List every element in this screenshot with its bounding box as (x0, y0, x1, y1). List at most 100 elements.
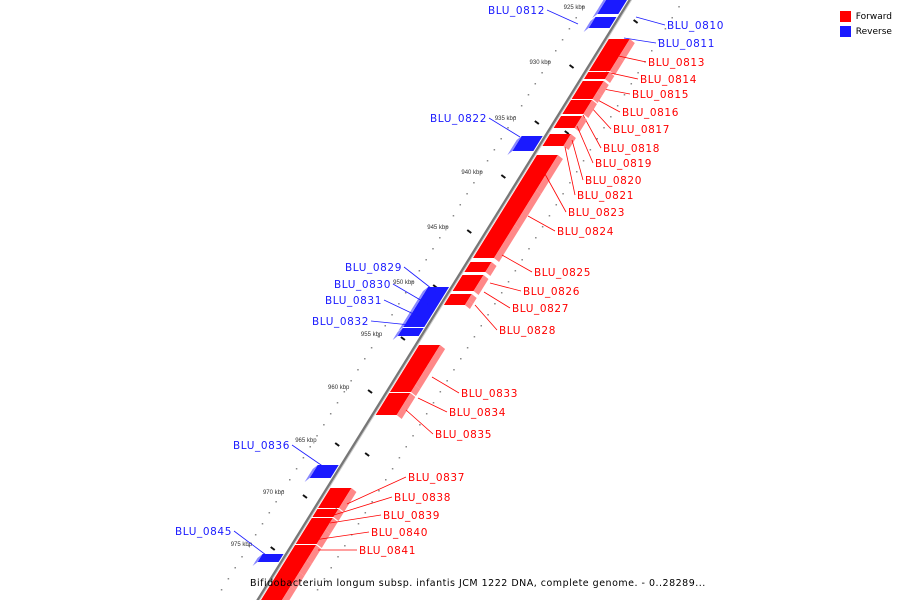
ruler-tick (564, 130, 570, 135)
gene-label: BLU_0823 (568, 207, 625, 219)
BLU_0811-gene (592, 6, 624, 18)
ruler-dot (268, 512, 271, 514)
ruler-dot (527, 94, 530, 96)
ruler-tick (534, 120, 540, 125)
BLU_0832-gene (392, 328, 424, 340)
gene-label: BLU_0812 (488, 5, 545, 17)
gene-label: BLU_0827 (512, 303, 569, 315)
gene-side (299, 560, 312, 576)
gene-body (304, 518, 333, 530)
gene-label: BLU_0829 (345, 262, 402, 274)
ruler-dot (548, 61, 550, 63)
gene-leader-line (576, 125, 594, 164)
BLU_0828-gene (443, 300, 473, 309)
gene-body (407, 308, 437, 320)
gene-body (278, 560, 307, 572)
ruler-dot (316, 589, 319, 591)
gene-label: BLU_0821 (577, 190, 634, 202)
legend-forward-label: Forward (855, 11, 892, 22)
gene-side (596, 81, 609, 96)
gene-side (415, 345, 446, 389)
ruler-dot (507, 281, 510, 283)
ruler-dot (561, 39, 564, 41)
ruler-dot (330, 567, 332, 569)
gene-leader-line (488, 117, 521, 138)
ruler-dot (555, 50, 557, 52)
ruler-dot (248, 545, 250, 547)
ruler-dot (282, 490, 284, 492)
ruler-dot (404, 292, 407, 294)
ruler-dot (678, 6, 680, 8)
ruler-tick (466, 229, 472, 234)
ruler-dot (302, 457, 305, 459)
gene-body (473, 225, 515, 258)
ruler-dot (418, 270, 421, 272)
ruler-dot (329, 413, 332, 415)
gene-body (584, 72, 610, 79)
gene-side (392, 328, 403, 340)
gene-body (597, 39, 630, 57)
gene-label: BLU_0835 (435, 429, 492, 441)
gene-label: BLU_0815 (632, 89, 689, 101)
BLU_0820-gene (542, 134, 576, 150)
gene-label: BLU_0816 (622, 107, 679, 119)
ruler-tick (302, 494, 308, 499)
gene-body (571, 92, 597, 99)
gene-body (447, 294, 472, 300)
BLU_0823-gene (493, 190, 542, 229)
ruler-dot (370, 347, 373, 349)
unlabeled-gene (269, 572, 305, 590)
ruler-dot (479, 171, 482, 173)
ruler-dot (541, 226, 544, 228)
gene-body (318, 488, 352, 508)
gene-leader-line (527, 215, 556, 232)
gene-body (452, 275, 484, 291)
ruler-tick (632, 19, 639, 24)
gene-leader-line (489, 282, 522, 292)
ruler-dot (596, 138, 598, 140)
BLU_0824-gene (473, 225, 520, 262)
gene-side (306, 545, 322, 564)
unlabeled-gene (278, 560, 312, 576)
gene-side (402, 308, 416, 324)
ruler-label: 940 kbp (461, 170, 483, 176)
ruler-label: 965 kbp (295, 438, 317, 444)
ruler-dot (671, 17, 673, 19)
ruler-dot (460, 358, 462, 360)
gene-body (309, 465, 339, 478)
ruler-dot (568, 28, 571, 30)
ruler-tick (568, 64, 575, 69)
gene-label: BLU_0836 (233, 440, 290, 452)
ruler-dot (514, 270, 517, 272)
gene-leader-line (571, 139, 584, 181)
ruler-dot (548, 215, 551, 217)
BLU_0834-gene (389, 385, 421, 396)
gene-leader-line (291, 444, 325, 468)
ruler-dot (336, 402, 339, 404)
ruler-dot (350, 380, 352, 382)
ruler-dot (452, 215, 455, 217)
gene-body (515, 155, 558, 190)
gene-leader-line (501, 254, 533, 273)
gene-side (485, 262, 497, 276)
gene-side (563, 134, 576, 150)
ruler-dot (405, 446, 407, 448)
ruler-label: 935 kbp (495, 116, 517, 122)
ruler-dot (432, 248, 434, 250)
ruler-dot (616, 105, 619, 107)
ruler-dot (343, 391, 346, 393)
ruler-dot (323, 424, 325, 426)
ruler-dot (535, 237, 537, 239)
gene-side (597, 0, 606, 10)
gene-side (304, 465, 318, 482)
gene-body (443, 300, 468, 305)
BLU_0821-gene (515, 155, 563, 194)
gene-body (375, 393, 411, 415)
BLU_0836-gene (304, 465, 339, 482)
ruler-dot (664, 28, 667, 30)
ruler-dot (507, 127, 509, 129)
ruler-dot (316, 435, 318, 437)
ruler-dot (582, 6, 584, 8)
gene-body (269, 572, 300, 586)
legend-reverse: Reverse (839, 24, 892, 39)
